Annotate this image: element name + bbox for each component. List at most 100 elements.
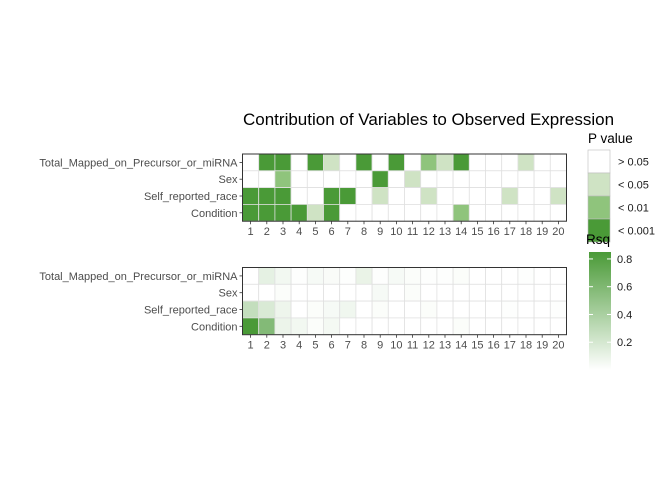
heatmap-cell [290,267,308,285]
column-label: 6 [329,226,335,238]
pvalue-legend-key [587,195,611,220]
heatmap-cell [371,317,389,336]
chart-title: Contribution of Variables to Observed Ex… [243,110,614,129]
heatmap-cell [242,267,260,285]
column-label: 16 [487,340,499,352]
column-label: 13 [439,340,451,352]
row-label: Condition [191,321,237,333]
heatmap-cell [452,153,470,172]
heatmap-cell [533,317,551,336]
heatmap-cell [420,317,438,336]
rsq-legend-title: Rsq [586,232,610,247]
rsq-heatmap: Total_Mapped_on_Precursor_or_miRNA Sex Sel… [39,267,567,352]
heatmap-cell [420,203,438,222]
column-label: 11 [407,340,418,352]
heatmap-cell [242,283,260,302]
column-label: 6 [329,340,335,352]
heatmap-cell [468,187,486,205]
heatmap-cell [242,187,260,205]
heatmap-cell [468,317,486,336]
column-label: 20 [552,340,564,352]
column-label: 10 [390,340,402,352]
heatmap-cell [468,203,486,222]
heatmap-cell [290,187,308,205]
column-label: 14 [455,226,467,238]
heatmap-cell [436,283,454,302]
panel-border [242,153,567,222]
row-label: Self_reported_race [144,191,238,203]
heatmap-cell [404,170,422,189]
heatmap-cell [290,153,308,172]
column-label: 12 [423,226,435,238]
heatmap-cell [355,267,373,285]
heatmap-cell [274,170,292,189]
column-label: 20 [552,226,564,238]
column-label: 16 [487,226,499,238]
heatmap-cell [436,153,454,172]
heatmap-cell [517,300,535,319]
heatmap-cell [549,283,567,302]
pvalue-legend-label: < 0.05 [618,180,649,192]
heatmap-cell [452,170,470,189]
heatmap-cell [290,203,308,222]
heatmap-cell [452,187,470,205]
heatmap-cell [452,317,470,336]
heatmap-cell [404,317,422,336]
heatmap-cell [323,203,341,222]
heatmap-cell [468,267,486,285]
heatmap-cell [339,153,357,172]
column-label: 17 [504,340,516,352]
heatmap-cell [420,267,438,285]
column-label: 10 [390,226,402,238]
heatmap-cell [517,267,535,285]
column-label: 8 [361,340,367,352]
heatmap-cell [306,283,324,302]
heatmap-cell [274,283,292,302]
heatmap-cell [501,203,519,222]
heatmap-cell [501,170,519,189]
heatmap-cell [517,170,535,189]
pvalue-legend-label: < 0.01 [618,203,649,215]
heatmap-cell [452,203,470,222]
heatmap-cell [242,203,260,222]
column-label: 7 [345,340,351,352]
heatmap-cell [306,153,324,172]
column-label: 7 [345,226,351,238]
column-label: 5 [312,226,318,238]
heatmap-cell [306,267,324,285]
heatmap-cell [533,170,551,189]
column-label: 18 [520,226,532,238]
column-label: 11 [407,226,418,238]
heatmap-cell [501,300,519,319]
heatmap-cell [533,187,551,205]
heatmap-cell [339,300,357,319]
heatmap-cell [533,283,551,302]
column-label: 19 [536,226,548,238]
heatmap-cell [355,187,373,205]
rsq-legend-tick-label: 0.6 [617,282,632,294]
heatmap-cell [323,317,341,336]
heatmap-cell [501,267,519,285]
heatmap-cell [404,153,422,172]
heatmap-cell [452,300,470,319]
heatmap-cell [517,203,535,222]
heatmap-cell [436,203,454,222]
heatmap-cell [258,317,276,336]
heatmap-cell [485,170,503,189]
heatmap-cell [306,203,324,222]
heatmap-cell [290,283,308,302]
heatmap-cell [242,300,260,319]
heatmap-cell [242,153,260,172]
heatmap-cell [501,283,519,302]
column-label: 5 [312,340,318,352]
heatmap-cell [355,153,373,172]
heatmap-cell [452,267,470,285]
column-label: 19 [536,340,548,352]
column-label: 4 [296,340,302,352]
column-label: 8 [361,226,367,238]
heatmap-cell [371,283,389,302]
column-label: 1 [248,340,254,352]
rsq-legend: Rsq 0.8 0.6 0.4 0.2 [586,232,632,370]
column-label: 3 [280,340,286,352]
heatmap-cell [355,300,373,319]
